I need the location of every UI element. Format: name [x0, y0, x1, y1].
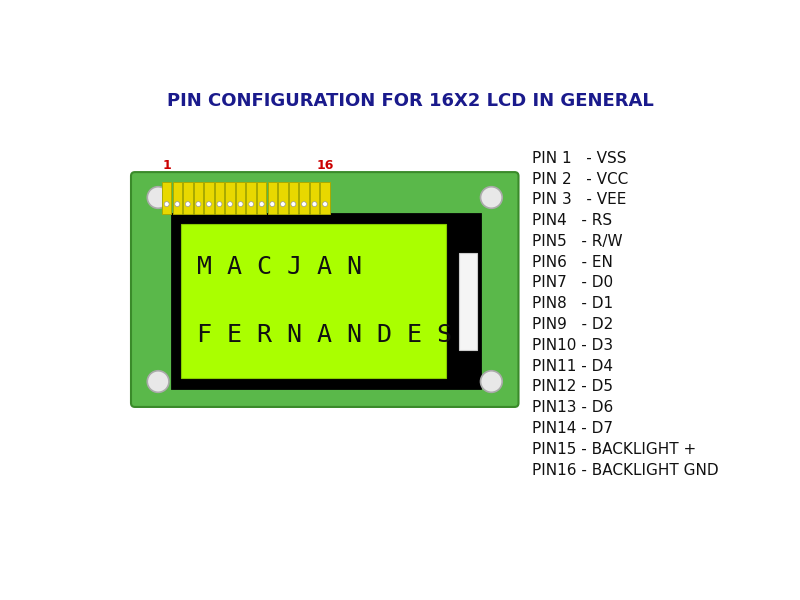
Circle shape: [147, 187, 169, 208]
Text: PIN11 - D4: PIN11 - D4: [533, 359, 614, 374]
Circle shape: [217, 202, 222, 206]
Bar: [183, 182, 193, 214]
Bar: [459, 253, 478, 350]
Circle shape: [206, 202, 211, 206]
Bar: [194, 182, 203, 214]
Bar: [204, 182, 214, 214]
Circle shape: [280, 202, 286, 206]
Text: PIN12 - D5: PIN12 - D5: [533, 379, 614, 394]
Text: PIN5   - R/W: PIN5 - R/W: [533, 234, 623, 249]
Circle shape: [302, 202, 306, 206]
Text: PIN9   - D2: PIN9 - D2: [533, 317, 614, 332]
Bar: [320, 182, 330, 214]
Circle shape: [186, 202, 190, 206]
Text: PIN10 - D3: PIN10 - D3: [533, 338, 614, 353]
Circle shape: [227, 202, 233, 206]
Text: PIN CONFIGURATION FOR 16X2 LCD IN GENERAL: PIN CONFIGURATION FOR 16X2 LCD IN GENERA…: [166, 92, 654, 110]
Circle shape: [147, 371, 169, 392]
Bar: [236, 182, 246, 214]
Bar: [226, 182, 234, 214]
Text: PIN6   - EN: PIN6 - EN: [533, 254, 614, 269]
Text: PIN15 - BACKLIGHT +: PIN15 - BACKLIGHT +: [533, 442, 697, 457]
Circle shape: [196, 202, 201, 206]
Bar: [310, 182, 319, 214]
Text: PIN16 - BACKLIGHT GND: PIN16 - BACKLIGHT GND: [533, 463, 719, 478]
Bar: [162, 182, 171, 214]
Circle shape: [291, 202, 296, 206]
Text: PIN13 - D6: PIN13 - D6: [533, 400, 614, 415]
Circle shape: [249, 202, 254, 206]
Bar: [173, 182, 182, 214]
Bar: [182, 224, 446, 379]
Text: PIN14 - D7: PIN14 - D7: [533, 421, 614, 436]
Circle shape: [238, 202, 243, 206]
Text: 1: 1: [162, 159, 171, 172]
Bar: [257, 182, 266, 214]
Bar: [289, 182, 298, 214]
Bar: [246, 182, 256, 214]
Circle shape: [259, 202, 264, 206]
Bar: [214, 182, 224, 214]
Circle shape: [481, 371, 502, 392]
Circle shape: [270, 202, 274, 206]
Bar: [299, 182, 309, 214]
Text: PIN 3   - VEE: PIN 3 - VEE: [533, 193, 627, 208]
Circle shape: [481, 187, 502, 208]
Text: F E R N A N D E S: F E R N A N D E S: [197, 323, 452, 347]
FancyBboxPatch shape: [131, 172, 518, 407]
Bar: [172, 214, 480, 388]
Text: PIN4   - RS: PIN4 - RS: [533, 213, 613, 228]
Text: PIN 1   - VSS: PIN 1 - VSS: [533, 151, 627, 166]
Circle shape: [174, 202, 180, 206]
Text: 16: 16: [317, 159, 334, 172]
Text: M A C J A N: M A C J A N: [197, 255, 362, 279]
Circle shape: [322, 202, 327, 206]
Circle shape: [312, 202, 317, 206]
Text: PIN 2   - VCC: PIN 2 - VCC: [533, 172, 629, 187]
Text: PIN7   - D0: PIN7 - D0: [533, 275, 614, 290]
Bar: [278, 182, 287, 214]
Text: PIN8   - D1: PIN8 - D1: [533, 296, 614, 311]
Bar: [267, 182, 277, 214]
Circle shape: [164, 202, 169, 206]
